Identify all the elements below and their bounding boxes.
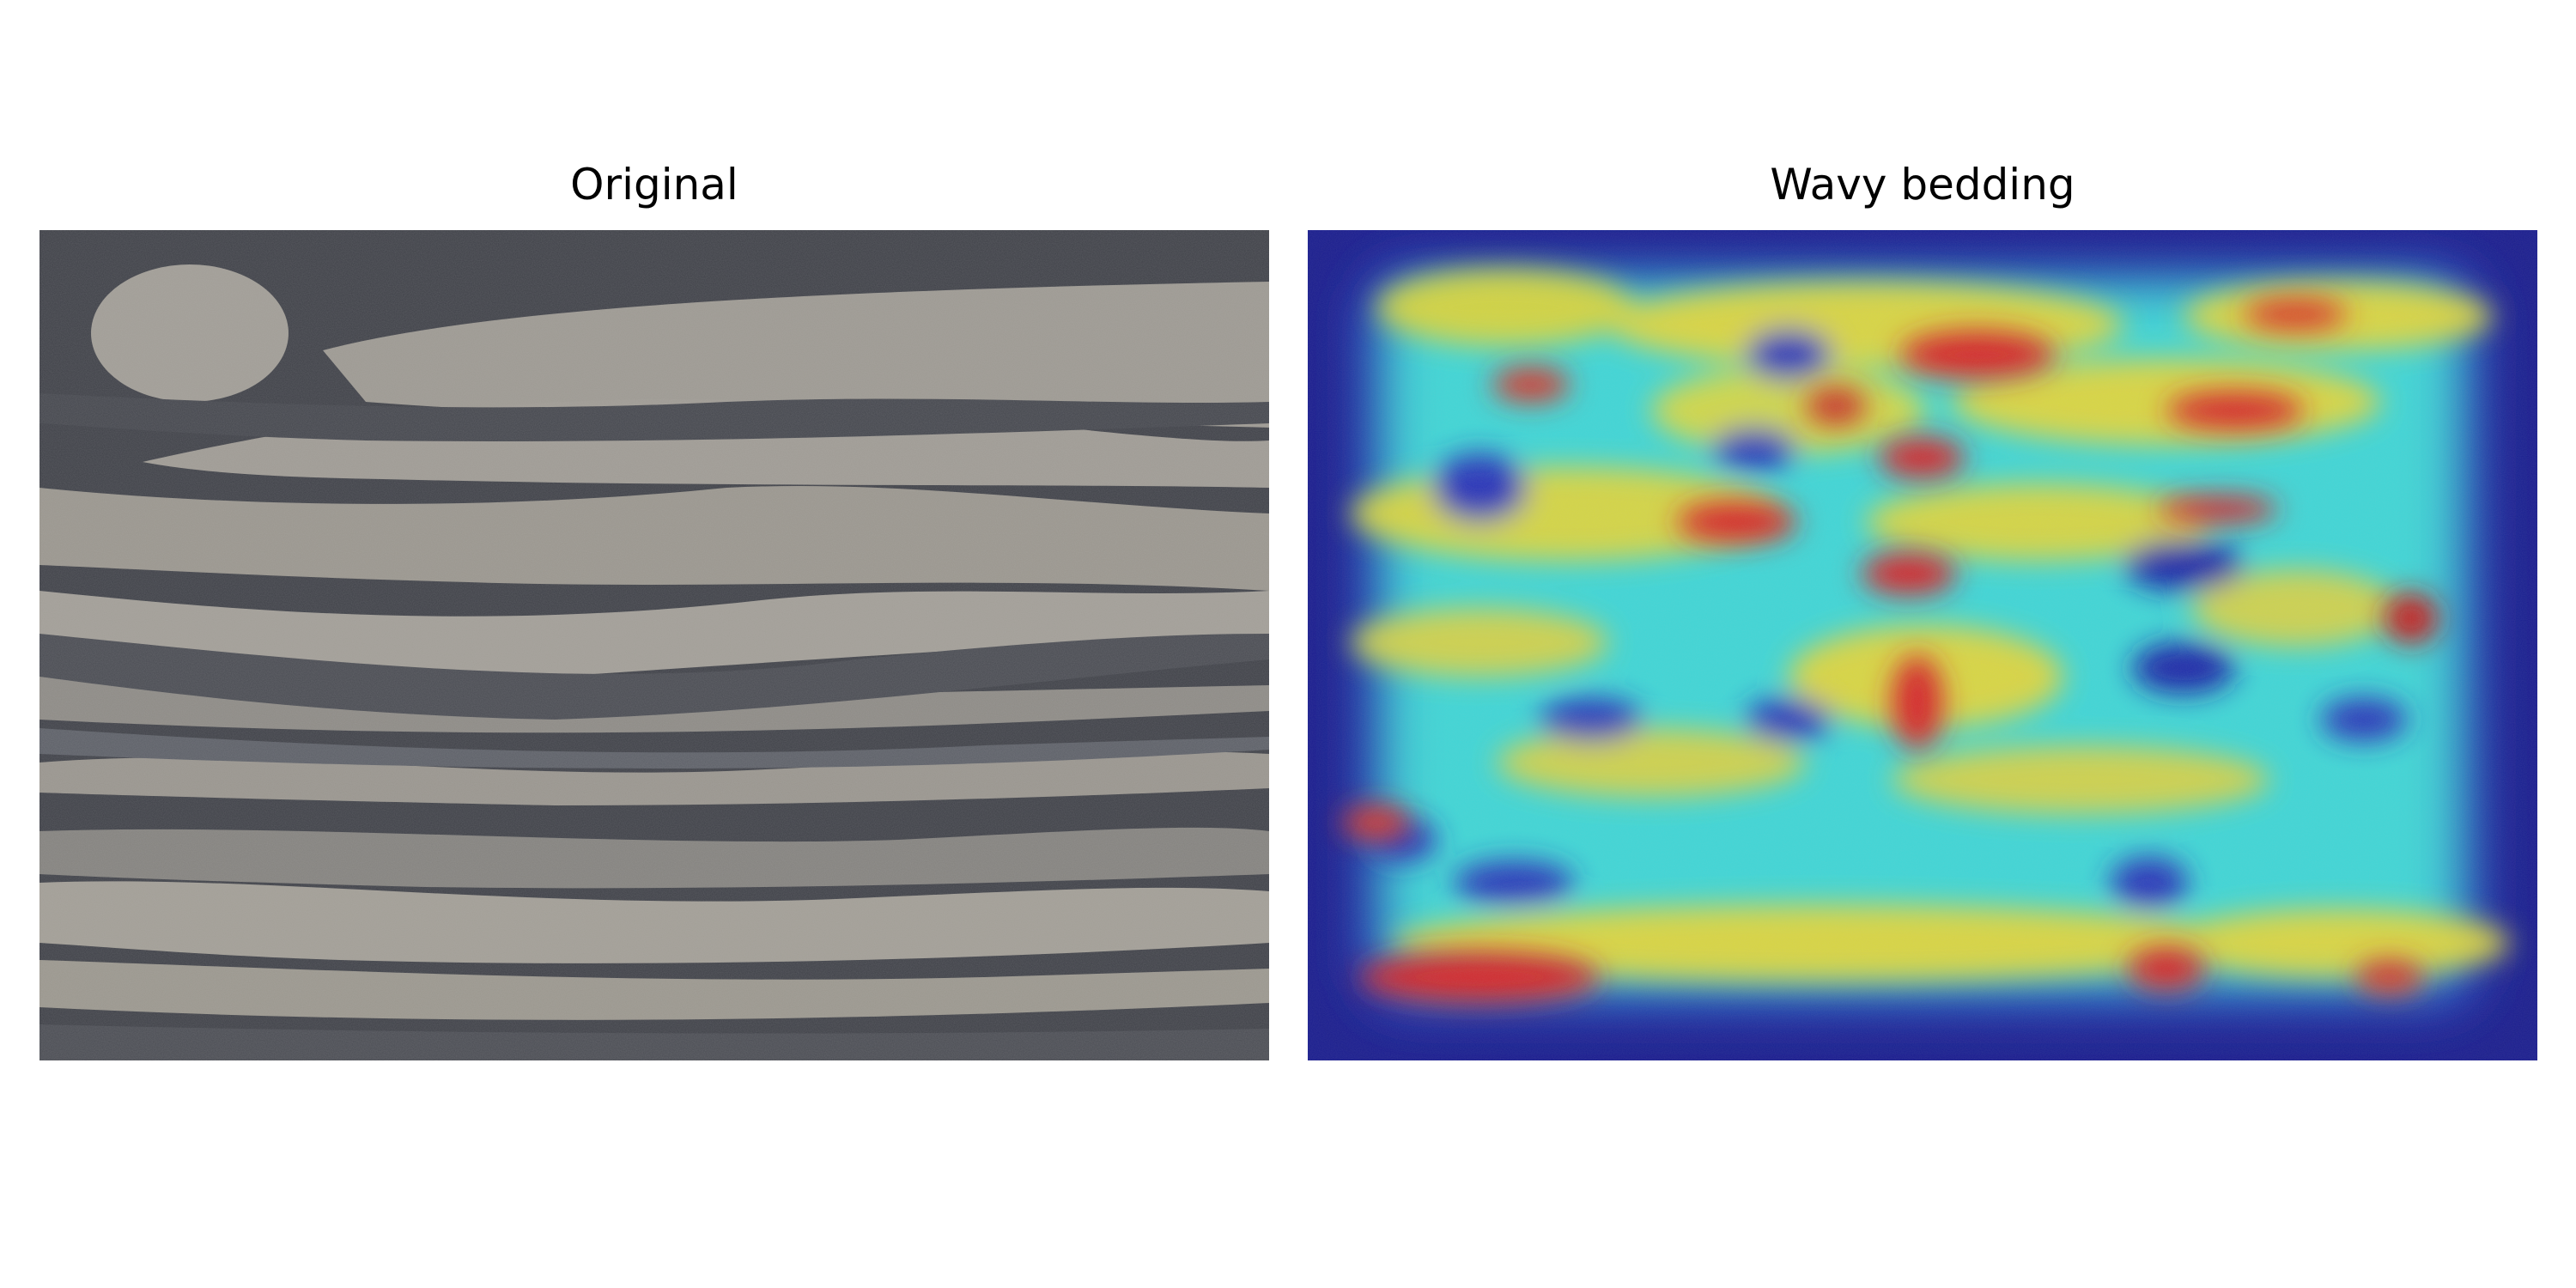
heatmap-overlay bbox=[1308, 230, 2537, 1060]
heatmap-image bbox=[1308, 230, 2537, 1060]
rock-photo bbox=[39, 230, 1269, 1060]
original-image bbox=[39, 230, 1269, 1060]
original-title: Original bbox=[570, 160, 738, 210]
original-panel: Original bbox=[39, 163, 1269, 1060]
heatmap-panel: Wavy bedding bbox=[1308, 163, 2537, 1060]
heatmap-title: Wavy bedding bbox=[1770, 160, 2075, 210]
